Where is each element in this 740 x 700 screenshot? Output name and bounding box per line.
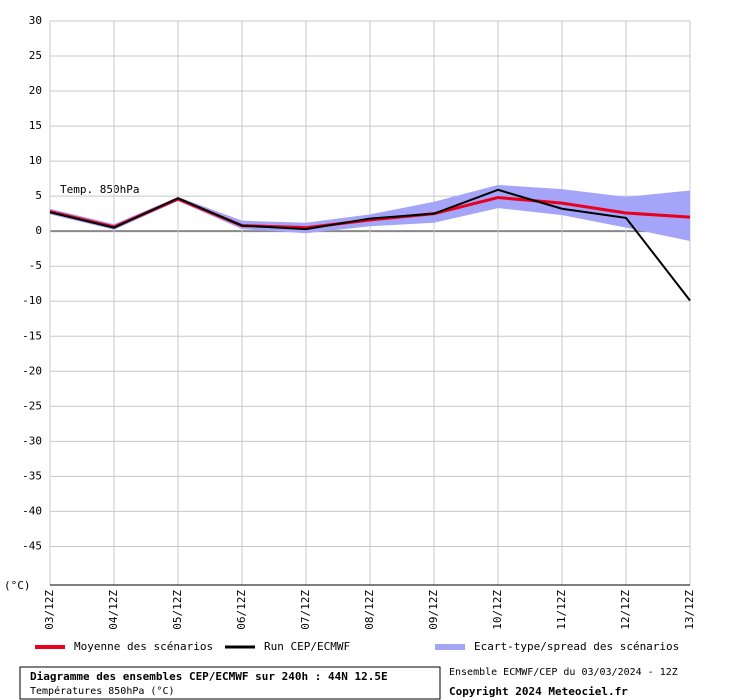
x-tick-label: 06/12Z bbox=[235, 590, 248, 630]
run-info: Ensemble ECMWF/CEP du 03/03/2024 - 12Z bbox=[449, 667, 678, 678]
footer-subtitle: Températures 850hPa (°C) bbox=[30, 685, 175, 697]
x-tick-label: 05/12Z bbox=[171, 590, 184, 630]
y-tick-label: 20 bbox=[29, 84, 42, 97]
x-tick-label: 09/12Z bbox=[427, 590, 440, 630]
x-tick-label: 03/12Z bbox=[43, 590, 56, 630]
x-tick-label: 12/12Z bbox=[619, 590, 632, 630]
x-tick-label: 07/12Z bbox=[299, 590, 312, 630]
x-tick-label: 13/12Z bbox=[683, 590, 696, 630]
y-tick-label: 15 bbox=[29, 119, 42, 132]
y-tick-label: 5 bbox=[35, 189, 42, 202]
legend-label: Run CEP/ECMWF bbox=[264, 640, 350, 653]
y-tick-label: 25 bbox=[29, 49, 42, 62]
y-unit-label: (°C) bbox=[4, 579, 31, 592]
y-tick-label: -40 bbox=[22, 504, 42, 517]
x-tick-label: 11/12Z bbox=[555, 590, 568, 630]
y-tick-label: -5 bbox=[29, 259, 42, 272]
y-tick-label: -30 bbox=[22, 434, 42, 447]
series-line bbox=[49, 188, 691, 302]
y-tick-label: 10 bbox=[29, 154, 42, 167]
y-tick-label: -20 bbox=[22, 364, 42, 377]
y-tick-label: 30 bbox=[29, 14, 42, 27]
legend-label: Ecart-type/spread des scénarios bbox=[474, 640, 679, 653]
y-tick-label: -45 bbox=[22, 539, 42, 552]
footer-box bbox=[19, 666, 441, 700]
footer-title: Diagramme des ensembles CEP/ECMWF sur 24… bbox=[30, 670, 388, 683]
x-tick-label: 10/12Z bbox=[491, 590, 504, 630]
y-tick-label: -35 bbox=[22, 469, 42, 482]
y-tick-label: -10 bbox=[22, 294, 42, 307]
y-tick-label: 0 bbox=[35, 224, 42, 237]
y-tick-label: -25 bbox=[22, 399, 42, 412]
legend-label: Moyenne des scénarios bbox=[74, 640, 213, 653]
annotation: Temp. 850hPa bbox=[60, 183, 139, 196]
x-tick-label: 04/12Z bbox=[107, 590, 120, 630]
copyright: Copyright 2024 Meteociel.fr bbox=[449, 685, 628, 698]
y-tick-label: -15 bbox=[22, 329, 42, 342]
x-tick-label: 08/12Z bbox=[363, 590, 376, 630]
